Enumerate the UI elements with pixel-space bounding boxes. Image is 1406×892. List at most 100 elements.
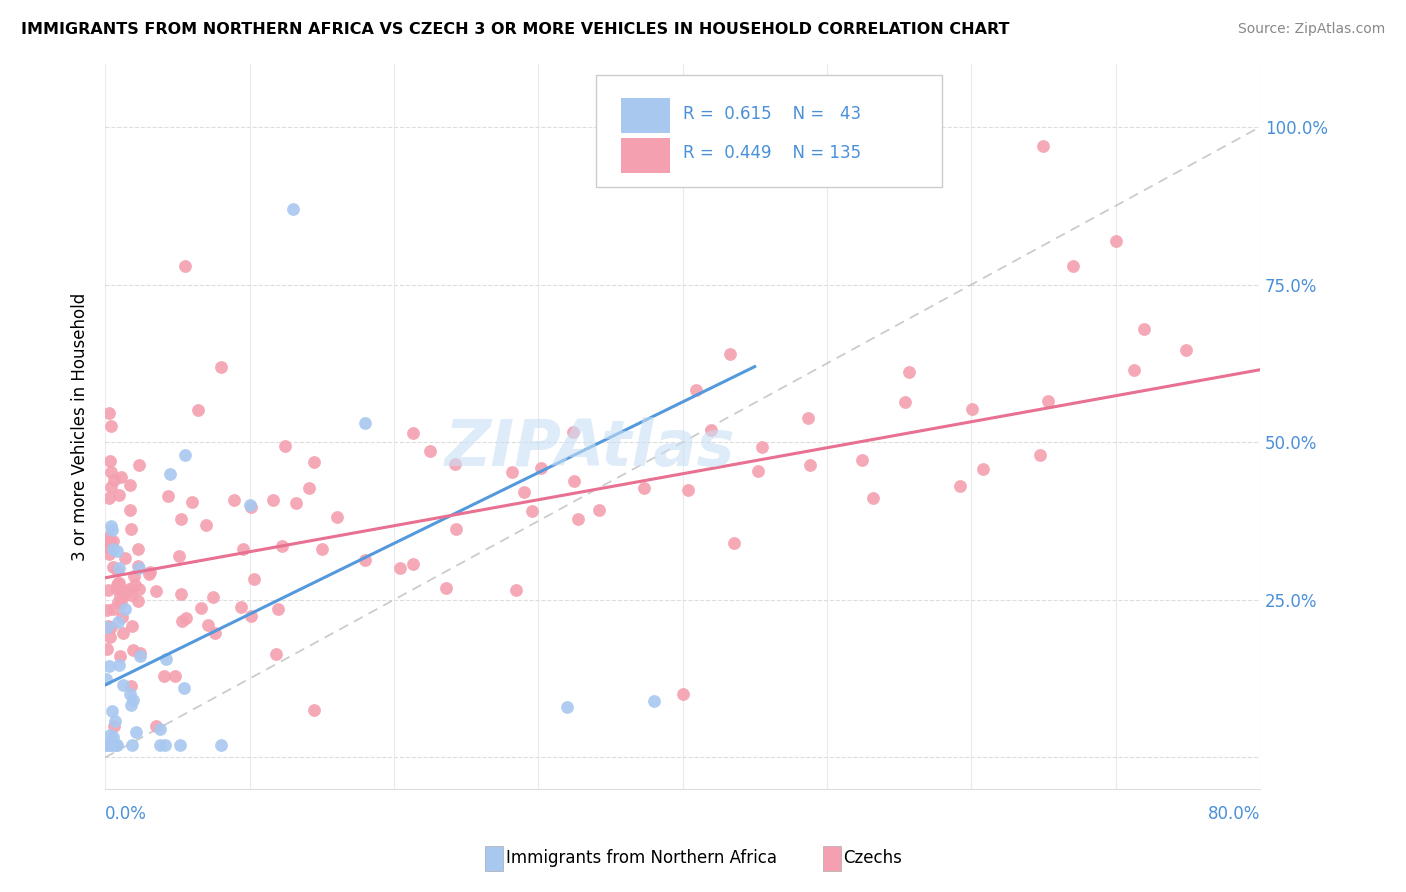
Point (170, 615, 193, 629)
Point (103, 719, 125, 733)
Point (354, 417, 377, 431)
Point (862, 491, 884, 505)
Text: Immigrants from Northern Africa: Immigrants from Northern Africa (506, 849, 778, 867)
Point (512, 485, 534, 500)
Point (264, 647, 287, 661)
Point (267, 602, 290, 616)
Point (204, 626, 226, 640)
Point (96, 603, 118, 617)
Point (434, 582, 457, 596)
Point (197, 618, 219, 632)
Point (389, 561, 412, 575)
Point (173, 681, 195, 696)
Point (676, 483, 699, 497)
Point (128, 458, 150, 472)
Point (281, 202, 304, 216)
Point (105, 543, 128, 558)
Point (98, 547, 121, 561)
Point (643, 694, 665, 708)
Point (797, 411, 820, 425)
Point (238, 498, 260, 512)
Point (101, 533, 124, 548)
Point (97, 534, 120, 549)
Point (138, 566, 160, 581)
Point (159, 467, 181, 481)
Point (100, 619, 122, 633)
Point (112, 626, 135, 640)
Point (117, 583, 139, 598)
Point (201, 590, 224, 604)
Point (100, 480, 122, 494)
Point (108, 561, 131, 575)
Point (181, 495, 204, 509)
Point (97, 619, 120, 633)
Point (1029, 448, 1052, 462)
Point (110, 470, 132, 484)
Text: R =  0.449    N = 135: R = 0.449 N = 135 (682, 144, 860, 161)
Point (588, 503, 610, 517)
Point (100, 518, 122, 533)
Point (446, 522, 468, 536)
Point (105, 738, 128, 752)
Point (97, 658, 120, 673)
Point (121, 693, 143, 707)
Point (98, 406, 121, 420)
Point (155, 651, 177, 665)
Point (187, 403, 209, 417)
Point (97, 530, 120, 544)
Point (108, 575, 131, 590)
Point (1133, 322, 1156, 336)
Point (107, 595, 129, 609)
Point (101, 523, 124, 537)
Point (107, 657, 129, 672)
Point (98, 536, 121, 550)
Point (124, 577, 146, 591)
Point (101, 731, 124, 745)
Point (972, 462, 994, 476)
Point (960, 402, 983, 417)
Point (354, 553, 377, 567)
Point (271, 539, 294, 553)
Point (685, 383, 707, 397)
Point (111, 677, 134, 691)
Point (118, 687, 141, 701)
Point (444, 458, 467, 472)
Point (170, 511, 193, 525)
Point (1174, 343, 1197, 357)
Point (174, 611, 197, 625)
Point (209, 738, 232, 752)
Point (145, 719, 167, 733)
Point (419, 444, 441, 458)
Point (98, 630, 121, 644)
Point (232, 542, 254, 557)
Point (104, 581, 127, 595)
Point (1062, 259, 1084, 273)
Point (851, 453, 873, 467)
Point (505, 582, 527, 597)
Point (633, 482, 655, 496)
Point (96, 738, 118, 752)
Point (240, 500, 263, 515)
Point (893, 395, 915, 409)
Point (326, 510, 349, 524)
Point (97, 583, 120, 598)
Point (121, 738, 143, 752)
Point (139, 565, 162, 579)
Point (530, 461, 553, 475)
Point (949, 479, 972, 493)
Point (153, 669, 176, 683)
Point (128, 561, 150, 575)
Point (501, 465, 523, 479)
FancyBboxPatch shape (621, 138, 669, 173)
Point (98, 454, 121, 468)
Point (718, 347, 741, 361)
Y-axis label: 3 or more Vehicles in Household: 3 or more Vehicles in Household (72, 293, 89, 560)
Point (298, 481, 321, 495)
Text: 0.0%: 0.0% (105, 805, 148, 823)
Point (173, 259, 195, 273)
Point (156, 489, 179, 503)
Point (110, 649, 132, 664)
Text: IMMIGRANTS FROM NORTHERN AFRICA VS CZECH 3 OR MORE VEHICLES IN HOUSEHOLD CORRELA: IMMIGRANTS FROM NORTHERN AFRICA VS CZECH… (21, 22, 1010, 37)
Point (107, 488, 129, 502)
Point (284, 496, 307, 510)
